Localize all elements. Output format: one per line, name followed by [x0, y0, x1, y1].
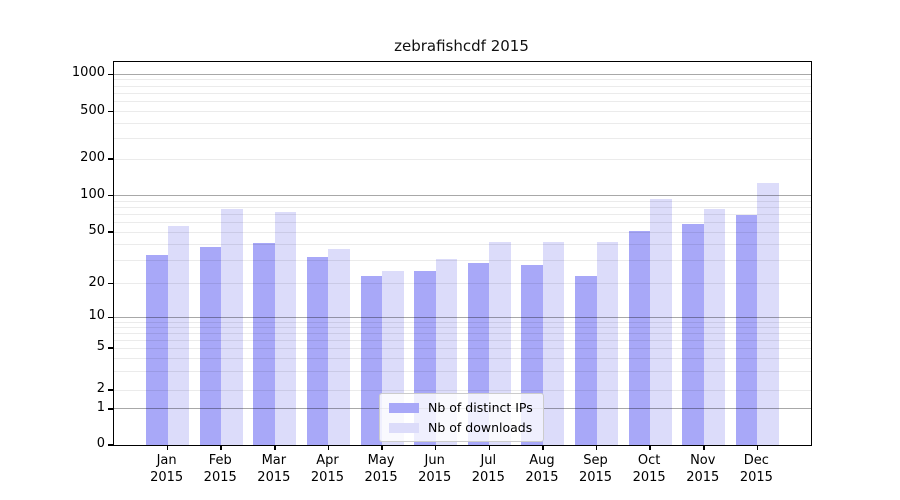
x-tick-mark — [703, 445, 705, 450]
x-tick-year: 2015 — [578, 470, 613, 485]
x-axis-tick-label: Jul 2015 — [456, 452, 520, 486]
x-axis-tick-label: Jun 2015 — [403, 452, 467, 486]
x-tick-mark — [381, 445, 383, 450]
x-tick-year: 2015 — [310, 470, 344, 485]
x-tick-year: 2015 — [418, 470, 452, 485]
x-tick-month: Jan — [156, 453, 177, 468]
x-tick-month: Oct — [637, 453, 661, 468]
y-axis-tick-label: 1000 — [71, 65, 105, 81]
bar-aug-downloads — [542, 241, 565, 445]
x-tick-month: Feb — [208, 453, 232, 468]
x-axis-tick-label: Mar 2015 — [242, 452, 306, 486]
legend-item-distinct-ips: Nb of distinct IPs — [389, 400, 533, 415]
y-axis-tick-label: 1 — [96, 399, 105, 415]
x-tick-year: 2015 — [203, 470, 237, 485]
y-tick-mark — [107, 444, 113, 446]
y-axis-tick-label: 20 — [88, 274, 105, 290]
x-tick-mark — [488, 445, 491, 450]
y-axis-tick-label: 100 — [80, 186, 105, 202]
y-tick-mark — [107, 73, 113, 75]
x-axis-tick-label: Apr 2015 — [295, 452, 359, 486]
x-axis-tick-label: Aug 2015 — [510, 452, 574, 486]
legend-swatch-distinct-ips-icon — [389, 402, 419, 413]
bars-layer — [114, 62, 811, 445]
bar-apr-downloads — [328, 248, 350, 445]
bar-dec-distinct-ips — [735, 215, 758, 445]
bar-sep-downloads — [596, 241, 619, 445]
y-axis-tick-label: 5 — [96, 339, 105, 355]
x-tick-month: Apr — [316, 453, 339, 468]
x-tick-mark — [166, 445, 169, 450]
bar-jan-distinct-ips — [146, 255, 168, 445]
legend: Nb of distinct IPs Nb of downloads — [379, 393, 544, 442]
legend-label-downloads: Nb of downloads — [428, 420, 533, 435]
y-tick-mark — [107, 231, 113, 233]
legend-item-downloads: Nb of downloads — [389, 420, 533, 435]
x-tick-mark — [756, 445, 759, 450]
x-tick-mark — [649, 445, 651, 450]
bar-may-distinct-ips — [360, 275, 383, 445]
x-tick-month: Nov — [690, 453, 716, 468]
x-tick-year: 2015 — [471, 470, 505, 485]
bar-oct-distinct-ips — [628, 231, 651, 445]
x-tick-year: 2015 — [364, 470, 398, 485]
y-tick-mark — [107, 347, 113, 349]
x-tick-month: Sep — [583, 453, 608, 468]
plot-area: Nb of distinct IPs Nb of downloads — [107, 61, 812, 450]
bar-nov-distinct-ips — [682, 224, 704, 445]
legend-label-distinct-ips: Nb of distinct IPs — [428, 400, 533, 415]
bar-mar-downloads — [274, 212, 297, 445]
x-tick-year: 2015 — [686, 470, 720, 485]
x-tick-month: Mar — [261, 453, 287, 468]
x-tick-mark — [542, 445, 544, 450]
y-axis-tick-label: 2 — [96, 381, 105, 397]
bar-mar-distinct-ips — [253, 243, 275, 445]
x-tick-mark — [595, 445, 598, 450]
x-tick-mark — [220, 445, 222, 450]
y-axis-tick-label: 200 — [80, 150, 105, 166]
legend-swatch-downloads-icon — [389, 422, 419, 433]
x-axis-tick-label: Nov 2015 — [671, 452, 735, 486]
y-axis-tick-label: 50 — [88, 223, 105, 239]
y-axis-tick-label: 500 — [80, 102, 105, 118]
y-tick-mark — [107, 316, 113, 319]
bar-nov-downloads — [703, 208, 726, 445]
x-tick-year: 2015 — [525, 470, 559, 485]
x-tick-mark — [327, 445, 330, 450]
bar-jan-downloads — [167, 226, 190, 445]
x-tick-mark — [274, 445, 276, 450]
y-axis-tick-label: 10 — [88, 308, 105, 324]
x-axis-tick-label: Jan 2015 — [135, 452, 199, 486]
y-axis-tick-label: 0 — [96, 436, 105, 451]
x-tick-month: Jul — [480, 453, 497, 468]
x-tick-mark — [434, 445, 437, 450]
x-axis-tick-label: May 2015 — [349, 452, 413, 486]
x-tick-year: 2015 — [739, 470, 773, 485]
x-tick-year: 2015 — [632, 470, 666, 485]
bar-dec-downloads — [757, 183, 779, 445]
bar-sep-distinct-ips — [575, 275, 597, 445]
bar-feb-downloads — [221, 209, 243, 445]
y-tick-mark — [107, 389, 113, 391]
x-axis-tick-label: Sep 2015 — [564, 452, 628, 486]
y-tick-mark — [107, 408, 113, 410]
x-tick-year: 2015 — [257, 470, 291, 485]
x-tick-month: May — [367, 453, 395, 468]
x-tick-month: Dec — [743, 453, 769, 468]
bar-feb-distinct-ips — [199, 247, 222, 445]
x-tick-year: 2015 — [150, 470, 184, 485]
x-tick-month: Jun — [424, 453, 445, 468]
y-tick-mark — [107, 110, 113, 113]
bar-apr-distinct-ips — [306, 257, 329, 445]
x-axis-tick-label: Oct 2015 — [617, 452, 681, 486]
x-axis-tick-label: Dec 2015 — [724, 452, 788, 486]
bar-oct-downloads — [650, 199, 672, 445]
y-tick-mark — [107, 282, 113, 285]
x-tick-month: Aug — [529, 453, 555, 468]
chart-title: zebrafishcdf 2015 — [394, 37, 529, 55]
x-axis-tick-label: Feb 2015 — [188, 452, 252, 486]
y-tick-mark — [107, 158, 113, 160]
y-tick-mark — [107, 194, 113, 197]
